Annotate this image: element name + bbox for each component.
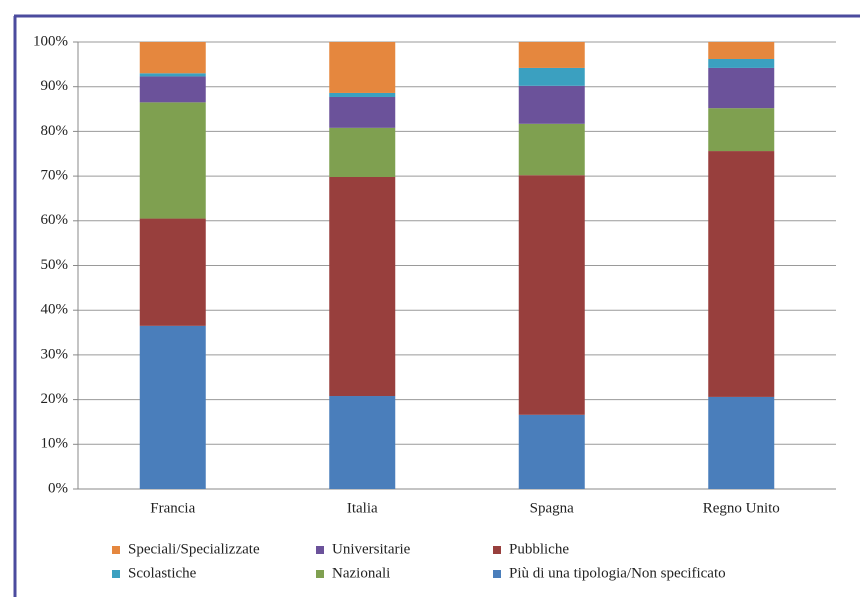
y-tick-label: 100% bbox=[33, 33, 68, 49]
y-tick-label: 70% bbox=[41, 168, 69, 184]
bar-segment bbox=[518, 414, 585, 489]
bar-segment bbox=[329, 176, 396, 397]
legend-label: Più di una tipologia/Non specificato bbox=[509, 565, 726, 581]
bar-segment bbox=[139, 325, 206, 489]
y-tick-label: 80% bbox=[41, 123, 69, 139]
legend-label: Scolastiche bbox=[128, 565, 197, 581]
bar-segment bbox=[518, 85, 585, 124]
legend-label: Universitarie bbox=[332, 541, 411, 557]
bar-segment bbox=[708, 67, 775, 109]
y-tick-label: 50% bbox=[41, 257, 69, 273]
bar-segment bbox=[708, 58, 775, 68]
y-tick-label: 30% bbox=[41, 346, 69, 362]
x-tick-label: Regno Unito bbox=[703, 500, 780, 516]
bar-segment bbox=[139, 76, 206, 103]
bar-segment bbox=[518, 123, 585, 176]
bar-segment bbox=[139, 73, 206, 77]
bar-segment bbox=[329, 96, 396, 128]
legend-swatch bbox=[316, 570, 324, 578]
legend-label: Pubbliche bbox=[509, 541, 569, 557]
bar-segment bbox=[708, 108, 775, 152]
legend-swatch bbox=[112, 570, 120, 578]
y-tick-label: 60% bbox=[41, 212, 69, 228]
legend-swatch bbox=[316, 546, 324, 554]
y-tick-label: 20% bbox=[41, 391, 69, 407]
y-tick-label: 40% bbox=[41, 302, 69, 318]
bar-segment bbox=[708, 42, 775, 59]
x-tick-label: Francia bbox=[150, 500, 195, 516]
bar-segment bbox=[518, 42, 585, 68]
bar-segment bbox=[518, 67, 585, 86]
x-tick-label: Italia bbox=[347, 500, 378, 516]
legend-swatch bbox=[493, 570, 501, 578]
y-tick-label: 10% bbox=[41, 436, 69, 452]
y-tick-label: 90% bbox=[41, 78, 69, 94]
bar-segment bbox=[708, 151, 775, 397]
bar-segment bbox=[139, 102, 206, 219]
bar-segment bbox=[139, 218, 206, 326]
bar-segment bbox=[329, 127, 396, 177]
legend-label: Speciali/Specializzate bbox=[128, 541, 260, 557]
legend-swatch bbox=[493, 546, 501, 554]
bar-segment bbox=[329, 92, 396, 97]
bar-segment bbox=[329, 396, 396, 489]
legend-label: Nazionali bbox=[332, 565, 390, 581]
legend-swatch bbox=[112, 546, 120, 554]
bar-segment bbox=[708, 396, 775, 489]
y-tick-label: 0% bbox=[48, 480, 68, 496]
bar-segment bbox=[139, 42, 206, 74]
bar-segment bbox=[329, 42, 396, 93]
bar-segment bbox=[518, 175, 585, 415]
x-tick-label: Spagna bbox=[530, 500, 575, 516]
